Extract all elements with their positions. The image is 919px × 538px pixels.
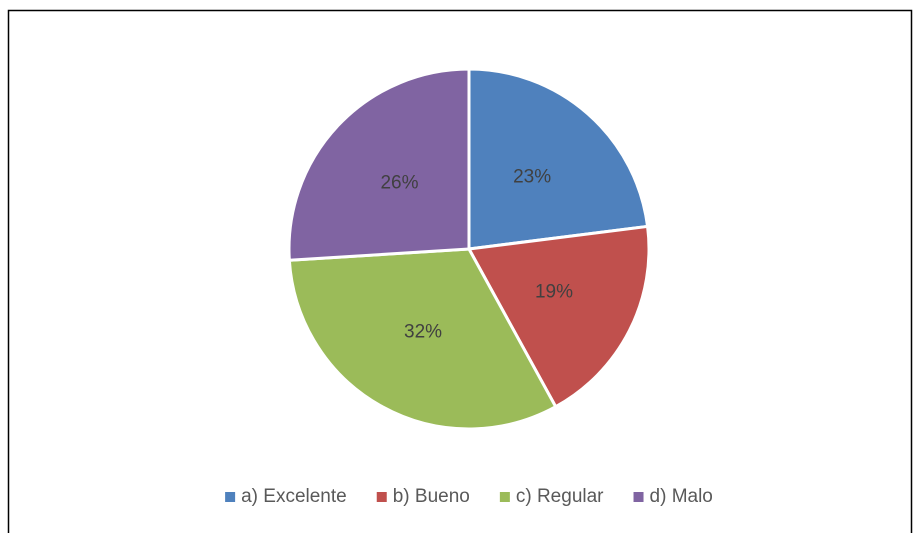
legend-swatch [376, 492, 387, 502]
legend-label: d) Malo [650, 486, 713, 507]
pie-slice [467, 67, 650, 251]
data-label: 23% [513, 166, 551, 187]
frame [7, 9, 913, 533]
pie-slice [466, 224, 651, 409]
data-label: 26% [380, 173, 418, 194]
legend-label: a) Excelente [241, 486, 347, 507]
pie-slice [287, 247, 558, 431]
legend-label: c) Regular [516, 486, 604, 507]
legend-swatch [633, 492, 644, 502]
legend-swatch [499, 492, 510, 502]
legend-label: b) Bueno [393, 486, 470, 507]
data-label: 19% [535, 281, 573, 302]
data-label: 32% [404, 322, 442, 343]
legend-swatch [225, 492, 236, 502]
pie-slice [287, 67, 471, 262]
